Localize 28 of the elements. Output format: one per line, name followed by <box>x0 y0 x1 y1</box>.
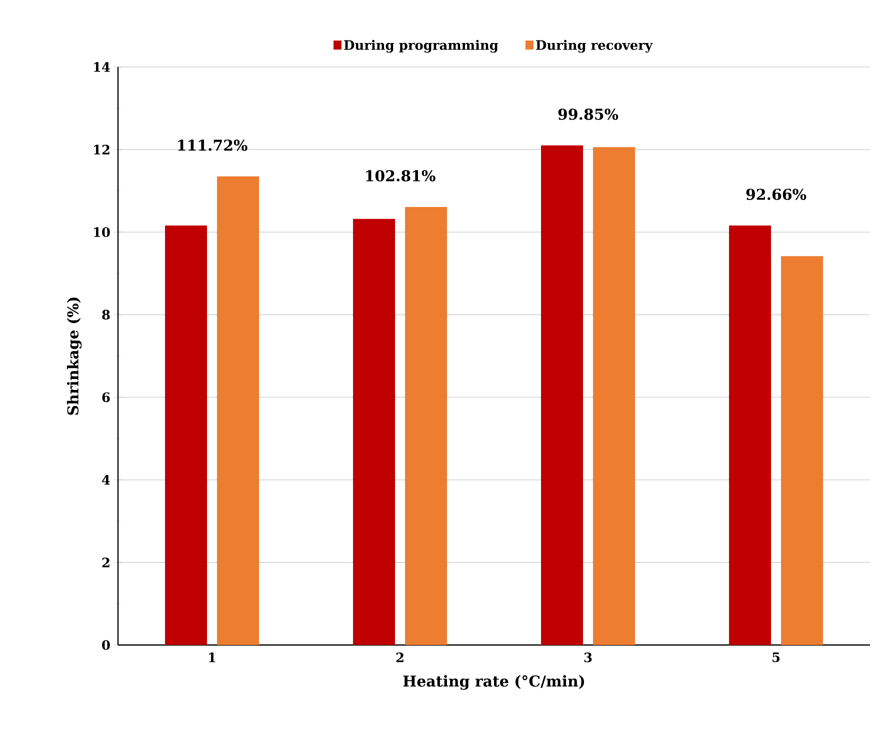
legend-label: During recovery <box>536 40 653 53</box>
bar <box>541 145 584 645</box>
bar <box>405 206 448 645</box>
bar <box>165 226 208 645</box>
y-tick-label: 6 <box>102 392 110 402</box>
bar <box>781 256 824 645</box>
annotation: 92.66% <box>746 188 806 200</box>
x-axis-title: Heating rate (°C/min) <box>403 675 584 690</box>
x-tick-label: 5 <box>772 652 780 662</box>
bar <box>217 176 260 645</box>
y-tick-label: 12 <box>94 144 110 154</box>
y-tick-label: 4 <box>102 475 110 485</box>
annotation: 111.72% <box>178 140 248 151</box>
bar <box>353 218 396 645</box>
x-tick-label: 2 <box>396 652 404 662</box>
y-tick-label: 8 <box>102 310 110 320</box>
y-tick-label: 2 <box>102 558 110 568</box>
legend-label: During programming <box>344 40 498 53</box>
bar <box>593 147 636 645</box>
y-tick-label: 10 <box>94 227 110 238</box>
x-tick-label: 3 <box>584 652 592 662</box>
annotation: 102.81% <box>366 170 436 182</box>
bar <box>729 226 772 645</box>
y-axis-title: Shrinkage (%) <box>66 298 82 415</box>
x-tick-label: 1 <box>209 652 216 662</box>
annotation: 99.85% <box>558 108 618 120</box>
y-tick-label: 0 <box>102 640 110 650</box>
y-tick-label: 14 <box>94 62 110 72</box>
